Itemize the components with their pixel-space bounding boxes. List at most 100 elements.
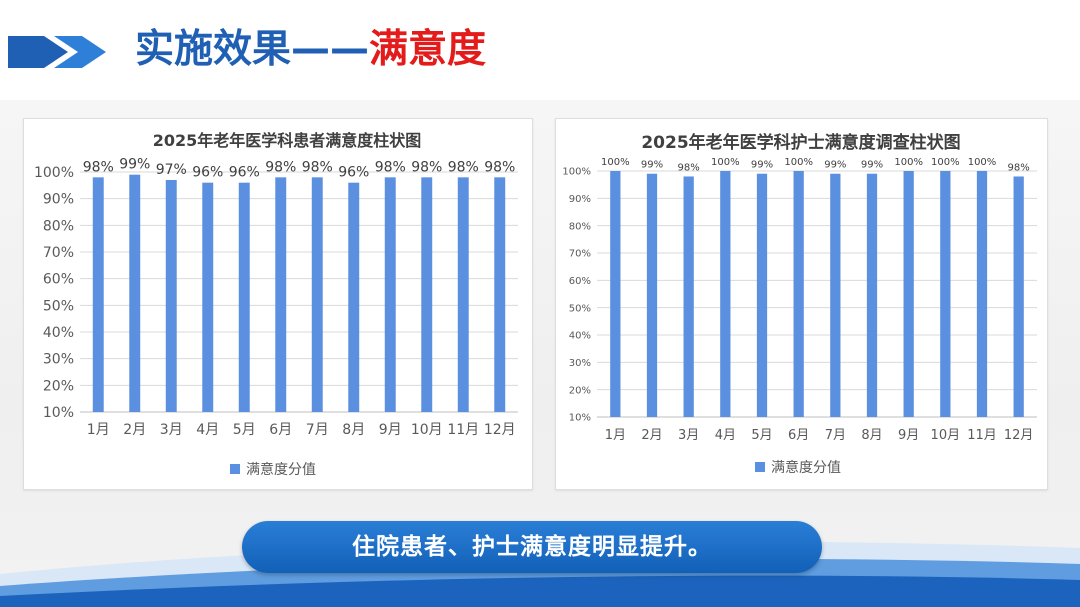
y-tick-label: 80% [569, 221, 591, 232]
bar [202, 182, 214, 412]
data-label: 99% [861, 160, 883, 171]
y-tick-label: 70% [43, 245, 74, 261]
chart-title: 2025年老年医学科患者满意度柱状图 [153, 131, 422, 150]
data-label: 98% [678, 162, 700, 173]
y-tick-label: 30% [43, 352, 74, 368]
y-tick-label: 40% [43, 325, 74, 341]
header-background [0, 0, 1080, 100]
data-label: 98% [265, 159, 296, 175]
data-label: 100% [784, 157, 813, 168]
bar [348, 182, 360, 412]
y-tick-label: 60% [43, 272, 74, 288]
bar [129, 174, 141, 412]
x-tick-label: 4月 [715, 428, 736, 443]
y-tick-label: 10% [43, 405, 74, 421]
bar [92, 177, 104, 412]
page-title: 实施效果——满意度 [135, 22, 486, 78]
bar [275, 177, 287, 412]
y-tick-label: 50% [43, 298, 74, 314]
x-tick-label: 10月 [411, 422, 443, 438]
x-tick-label: 5月 [233, 422, 256, 438]
x-tick-label: 12月 [484, 422, 516, 438]
x-tick-label: 7月 [825, 428, 846, 443]
y-tick-label: 70% [569, 249, 591, 260]
x-tick-label: 9月 [898, 428, 919, 443]
data-label: 99% [751, 160, 773, 171]
legend-label: 满意度分值 [771, 459, 841, 476]
bar [866, 173, 878, 417]
data-label: 100% [968, 157, 997, 168]
x-tick-label: 9月 [379, 422, 402, 438]
data-label: 98% [1008, 162, 1030, 173]
legend-swatch [230, 464, 240, 474]
page-title-accent: 满意度 [369, 27, 487, 72]
bar [903, 171, 914, 417]
data-label: 100% [894, 157, 923, 168]
legend-label: 满意度分值 [246, 461, 316, 478]
bar [940, 171, 951, 417]
data-label: 96% [192, 165, 223, 181]
bar [384, 177, 396, 412]
x-tick-label: 6月 [788, 428, 809, 443]
double-chevron-right-icon [8, 36, 106, 68]
patient-satisfaction-chart: 2025年老年医学科患者满意度柱状图 10% 20% 30% 40% 50% 60% 70% 8… [23, 118, 533, 490]
data-label: 99% [641, 160, 663, 171]
chart-title: 2025年老年医学科护士满意度调查柱状图 [641, 132, 960, 153]
bar [793, 171, 804, 417]
x-tick-label: 8月 [342, 422, 365, 438]
nurse-satisfaction-chart-svg: 2025年老年医学科护士满意度调查柱状图 10% 20% 30% 40% 50% 60% 70… [562, 132, 1037, 476]
data-label: 98% [375, 159, 406, 175]
data-label: 98% [411, 159, 442, 175]
y-tick-label: 20% [569, 385, 591, 396]
x-tick-label: 3月 [678, 428, 699, 443]
x-tick-label: 11月 [447, 422, 479, 438]
x-tick-label: 12月 [1004, 428, 1034, 443]
data-label: 99% [119, 157, 150, 173]
y-tick-label: 80% [43, 218, 74, 234]
data-label: 96% [338, 165, 369, 181]
bar [683, 176, 694, 417]
data-label: 97% [156, 162, 187, 178]
y-tick-label: 60% [569, 276, 591, 287]
x-tick-label: 2月 [123, 422, 146, 438]
data-label: 98% [484, 159, 515, 175]
x-tick-label: 5月 [751, 428, 772, 443]
data-label: 96% [229, 165, 260, 181]
x-tick-label: 11月 [967, 428, 997, 443]
data-label: 100% [931, 157, 960, 168]
bar [720, 171, 731, 417]
bar [610, 171, 621, 417]
x-tick-label: 4月 [196, 422, 219, 438]
data-label: 100% [601, 157, 630, 168]
bar [238, 182, 250, 412]
y-tick-label: 40% [569, 331, 591, 342]
x-tick-label: 6月 [269, 422, 292, 438]
nurse-satisfaction-chart: 2025年老年医学科护士满意度调查柱状图 10% 20% 30% 40% 50% 60% 70… [555, 118, 1048, 490]
y-tick-label: 20% [43, 378, 74, 394]
y-tick-label: 30% [569, 358, 591, 369]
x-tick-label: 1月 [605, 428, 626, 443]
x-tick-label: 1月 [87, 422, 110, 438]
data-label: 99% [824, 160, 846, 171]
x-tick-label: 7月 [306, 422, 329, 438]
x-tick-label: 8月 [861, 428, 882, 443]
bar [646, 173, 658, 417]
y-tick-label: 100% [34, 165, 74, 181]
patient-satisfaction-chart-svg: 2025年老年医学科患者满意度柱状图 10% 20% 30% 40% 50% 60% 70% 8… [34, 131, 518, 478]
y-tick-label: 90% [43, 192, 74, 208]
bar [1013, 176, 1024, 417]
bar [756, 173, 768, 417]
bar [165, 180, 177, 412]
y-tick-label: 90% [569, 194, 591, 205]
data-label: 98% [448, 159, 479, 175]
data-label: 98% [302, 159, 333, 175]
y-tick-label: 100% [562, 167, 591, 178]
page-title-main: 实施效果 [135, 27, 292, 72]
x-tick-label: 2月 [641, 428, 662, 443]
bar [830, 173, 841, 417]
data-label: 98% [83, 159, 114, 175]
x-tick-label: 3月 [160, 422, 183, 438]
bar [311, 177, 323, 412]
bar [457, 177, 469, 412]
y-tick-label: 50% [569, 303, 591, 314]
